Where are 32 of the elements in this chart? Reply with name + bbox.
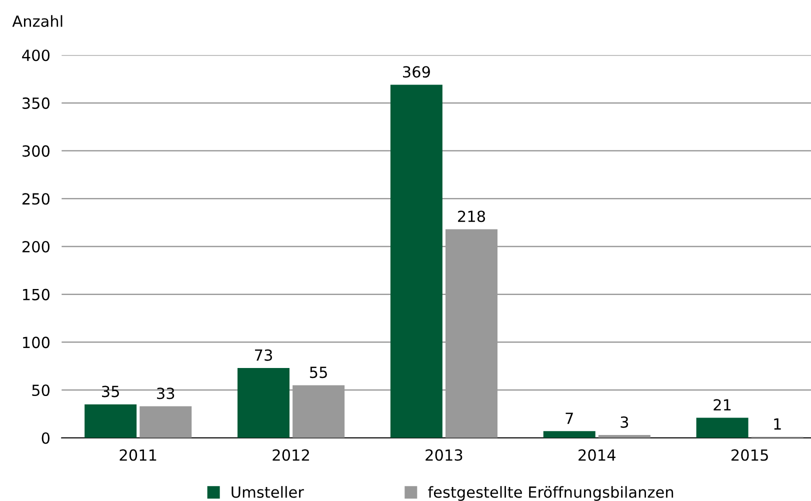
y-tick-label: 400 xyxy=(22,50,50,62)
data-label: 218 xyxy=(458,210,486,222)
data-label: 35 xyxy=(102,386,119,398)
legend-label: Umsteller xyxy=(232,486,304,498)
x-tick-label: 2012 xyxy=(272,449,309,461)
bar xyxy=(696,418,748,438)
x-tick-label: 2015 xyxy=(732,449,768,461)
y-tick-label: 350 xyxy=(22,97,50,109)
y-tick-label: 250 xyxy=(22,193,50,205)
data-label: 33 xyxy=(157,388,174,400)
x-tick-label: 2011 xyxy=(120,449,156,461)
y-tick-label: 100 xyxy=(23,336,50,348)
bar xyxy=(238,368,290,438)
data-label: 55 xyxy=(310,366,327,378)
data-label: 21 xyxy=(714,399,731,410)
y-tick-label: 200 xyxy=(22,240,50,253)
x-tick-label: 2013 xyxy=(426,449,462,461)
bar xyxy=(390,84,442,438)
y-tick-label: 50 xyxy=(32,384,50,396)
data-label: 73 xyxy=(255,349,272,361)
y-tick-label: 300 xyxy=(22,145,50,157)
legend-label: festgestellte Eröffnungsbilanzen xyxy=(428,486,674,501)
x-tick-label: 2014 xyxy=(578,449,616,461)
y-tick-label: 0 xyxy=(42,432,50,444)
bar xyxy=(84,404,137,438)
data-label: 369 xyxy=(403,66,430,78)
y-tick-label: 150 xyxy=(23,288,50,300)
data-label: 7 xyxy=(566,412,573,424)
data-label: 1 xyxy=(774,418,781,430)
data-label: 3 xyxy=(620,416,628,428)
y-axis-title: Anzahl xyxy=(12,15,62,27)
bar xyxy=(543,431,596,438)
